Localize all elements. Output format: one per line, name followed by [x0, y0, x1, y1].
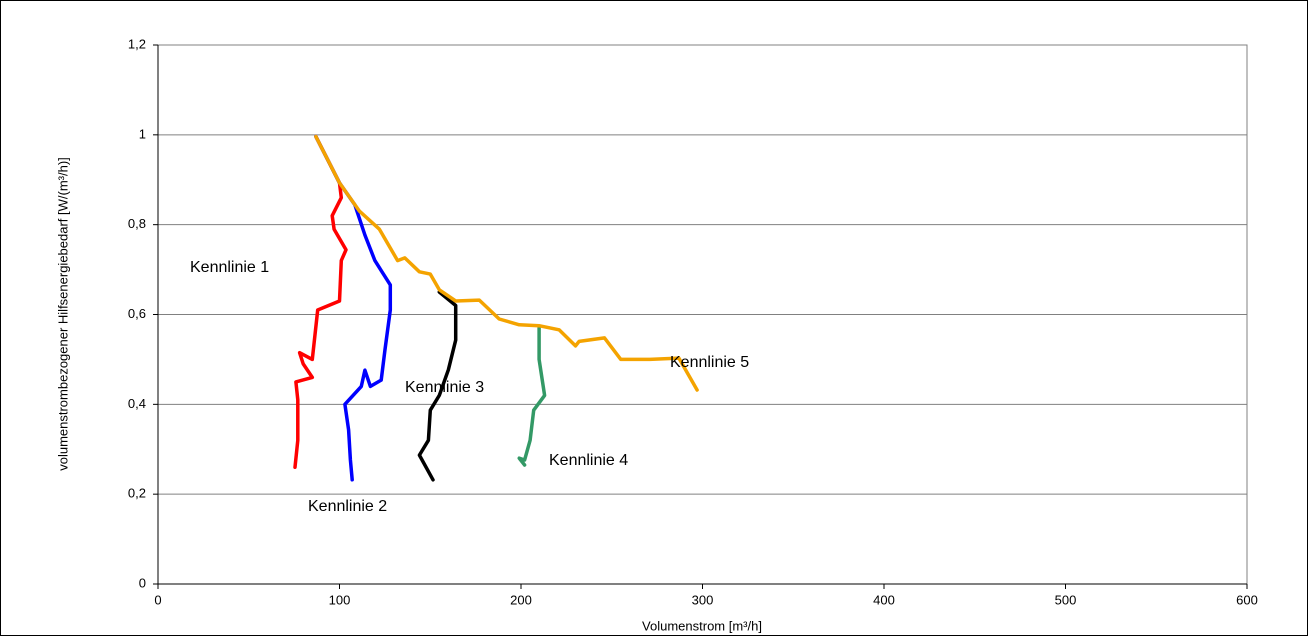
y-tick-label: 0,8	[128, 216, 146, 231]
x-tick-label: 200	[510, 592, 532, 607]
series-line	[314, 134, 393, 482]
series-line	[314, 134, 699, 392]
annotation: Kennlinie 5	[670, 354, 749, 371]
series-line	[293, 134, 348, 469]
x-tick-label: 400	[873, 592, 895, 607]
x-axis-label: Volumenstrom [m³/h]	[642, 618, 762, 633]
annotation: Kennlinie 3	[405, 379, 484, 396]
x-tick-label: 500	[1055, 592, 1077, 607]
y-tick-label: 0	[139, 575, 146, 590]
y-tick-label: 1,2	[128, 36, 146, 51]
x-tick-label: 600	[1236, 592, 1258, 607]
annotation: Kennlinie 2	[308, 498, 387, 515]
x-tick-label: 300	[692, 592, 714, 607]
x-tick-label: 100	[329, 592, 351, 607]
y-axis-label: volumenstrombezogener Hilfsenergiebedarf…	[55, 157, 70, 471]
y-tick-label: 1	[139, 126, 146, 141]
y-tick-label: 0,6	[128, 306, 146, 321]
series-line	[417, 290, 458, 482]
x-tick-label: 0	[154, 592, 161, 607]
y-tick-label: 0,4	[128, 396, 146, 411]
annotation: Kennlinie 4	[549, 452, 628, 469]
annotation: Kennlinie 1	[190, 259, 269, 276]
y-tick-label: 0,2	[128, 486, 146, 501]
series-line	[517, 326, 547, 467]
